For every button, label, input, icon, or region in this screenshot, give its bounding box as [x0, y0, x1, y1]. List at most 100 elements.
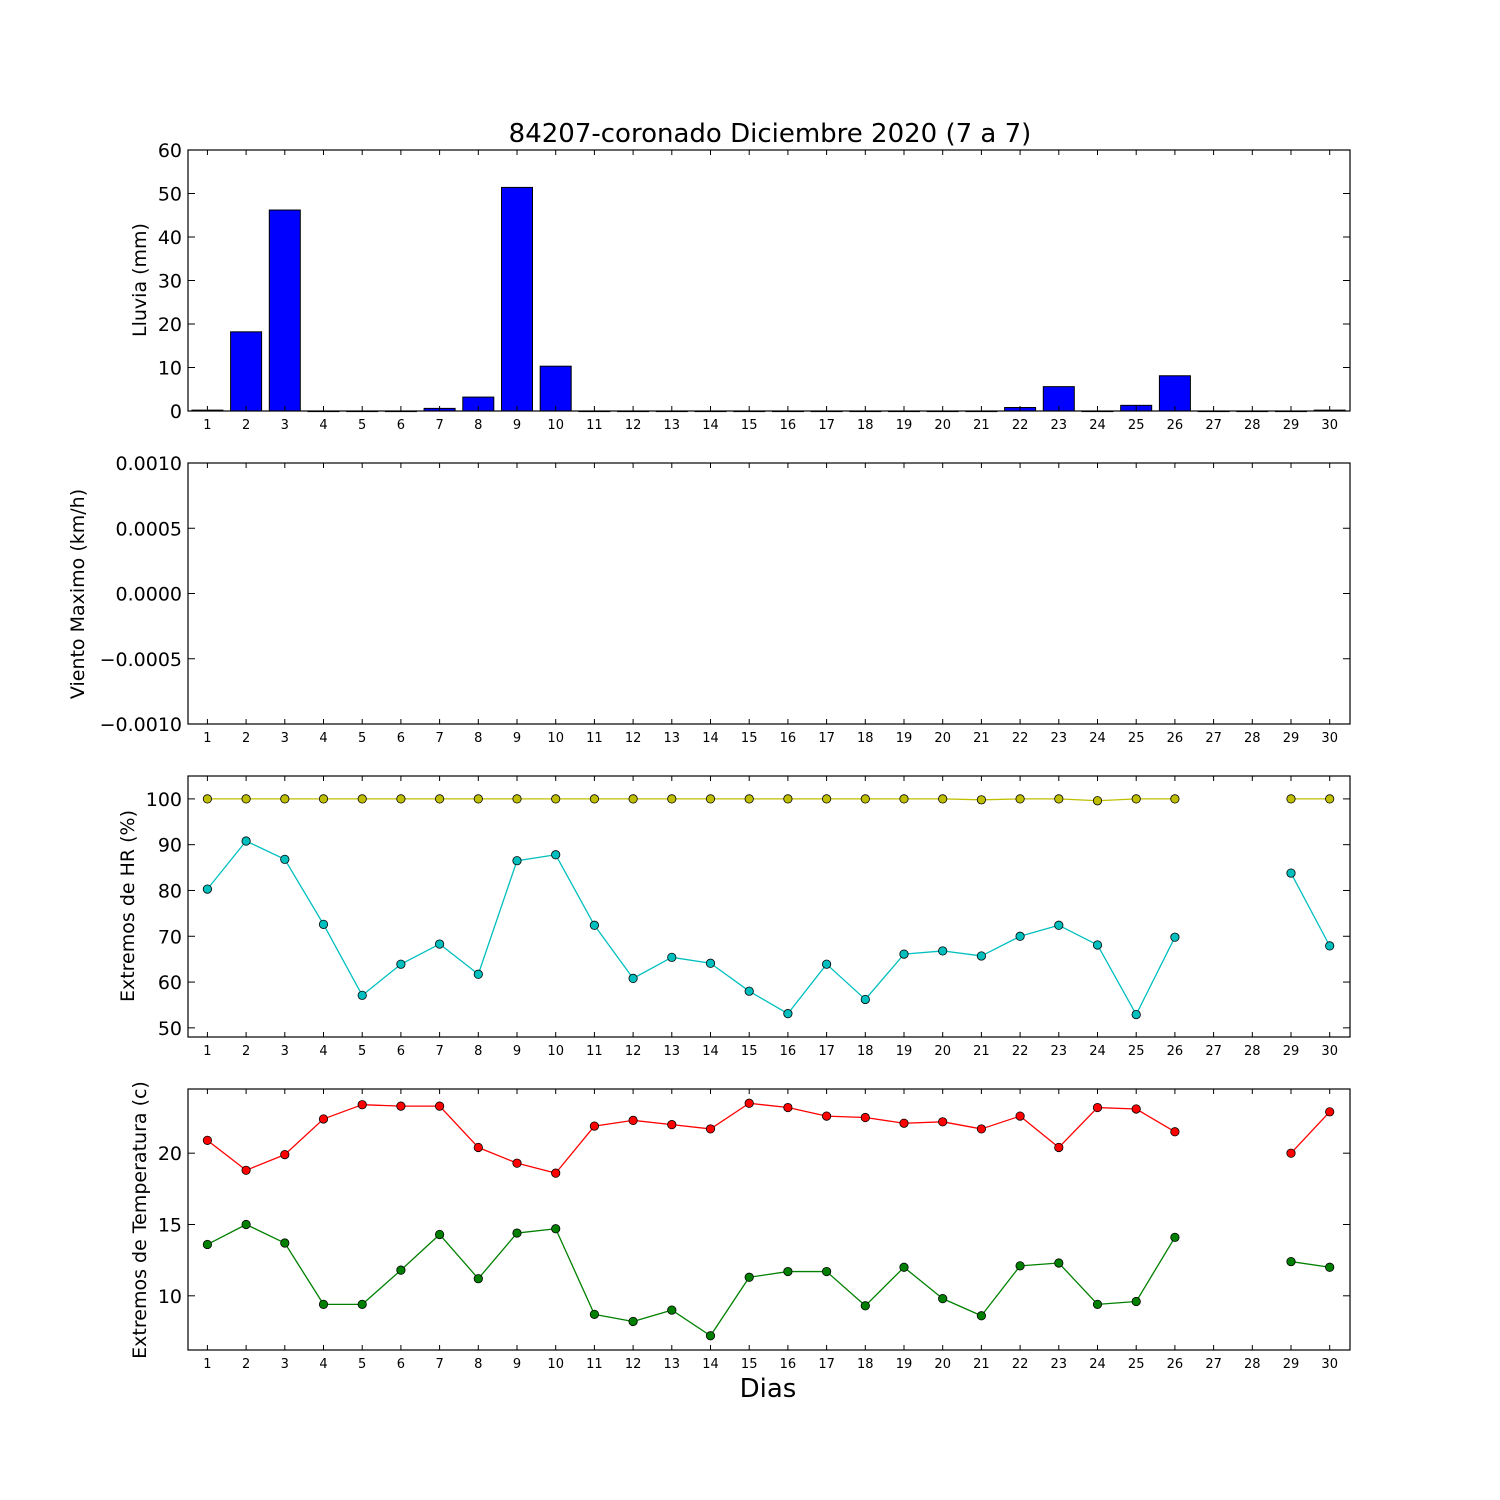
- data-point: [318, 1299, 329, 1309]
- series-line-segment: [1135, 1108, 1176, 1133]
- series-line-segment: [903, 950, 943, 955]
- data-point: [899, 1262, 909, 1272]
- x-tick-label: 18: [857, 731, 874, 746]
- data-point: [1170, 1232, 1180, 1242]
- data-point: [1054, 1258, 1064, 1268]
- panel-temperatura: 1 2 3 4 5 6 7 8 9 10 11 12 13 14 15 16 17 18 19 20 21 22 23 24 2…: [129, 1081, 1351, 1372]
- data-point: [1015, 1261, 1025, 1271]
- data-point: [860, 794, 870, 804]
- series-line-segment: [1290, 1260, 1330, 1268]
- series-line-segment: [207, 1223, 247, 1246]
- y-tick-label: 50: [158, 1018, 182, 1040]
- data-point: [473, 1274, 483, 1284]
- data-point: [551, 850, 561, 860]
- data-point: [667, 1305, 677, 1315]
- x-tick-label: 8: [474, 1357, 482, 1372]
- x-tick-label: 17: [818, 1044, 835, 1059]
- series-line-segment: [478, 1146, 518, 1164]
- series-line-segment: [516, 1162, 556, 1174]
- series-line-segment: [322, 924, 363, 996]
- data-point: [589, 920, 600, 930]
- data-point: [1170, 932, 1180, 942]
- series-line-segment: [477, 860, 518, 975]
- x-tick-label: 24: [1089, 731, 1106, 746]
- data-point: [705, 1331, 716, 1341]
- x-tick-label: 5: [358, 731, 366, 746]
- data-point: [744, 1272, 754, 1282]
- data-point: [1286, 1256, 1296, 1267]
- series-line-segment: [1019, 1115, 1060, 1148]
- series-line-segment: [942, 1121, 982, 1130]
- x-tick-label: 1: [203, 1357, 211, 1372]
- data-point: [241, 794, 251, 804]
- series-line-segment: [400, 943, 440, 965]
- data-point: [241, 1165, 251, 1175]
- data-point: [744, 1098, 754, 1108]
- series-line-segment: [671, 1309, 711, 1337]
- data-point: [628, 794, 638, 804]
- x-tick-label: 12: [625, 731, 642, 746]
- data-point: [551, 1168, 561, 1178]
- x-tick-label: 1: [203, 731, 211, 746]
- data-point: [589, 794, 600, 804]
- data-point: [241, 836, 251, 846]
- x-tick-label: 25: [1128, 731, 1145, 746]
- data-point: [783, 1009, 793, 1019]
- x-tick-label: 4: [319, 731, 327, 746]
- y-tick-label: 10: [158, 358, 182, 380]
- series-line-segment: [749, 1270, 788, 1278]
- data-point: [1131, 794, 1141, 804]
- x-tick-label: 16: [780, 418, 797, 433]
- series-line-segment: [1019, 924, 1059, 937]
- y-tick-label: 50: [158, 184, 182, 206]
- x-tick-label: 16: [780, 1357, 797, 1372]
- series-line-segment: [1135, 936, 1176, 1015]
- y-tick-label: 100: [146, 789, 182, 811]
- series-line-segment: [477, 1232, 518, 1280]
- series-line-segment: [826, 963, 866, 1000]
- data-point: [473, 969, 483, 979]
- data-point: [1131, 1296, 1141, 1307]
- data-point: [434, 794, 445, 804]
- data-point: [1015, 1111, 1025, 1121]
- axes-frame: [187, 1088, 1351, 1351]
- x-tick-label: 21: [973, 1044, 990, 1059]
- x-tick-label: 7: [435, 731, 443, 746]
- y-tick-label: 20: [158, 314, 182, 336]
- x-tick-label: 24: [1089, 1044, 1106, 1059]
- series-line-segment: [361, 1269, 402, 1305]
- data-point: [744, 986, 754, 996]
- data-point: [1286, 868, 1296, 878]
- x-tick-label: 29: [1283, 1357, 1300, 1372]
- data-point: [938, 794, 948, 804]
- x-tick-label: 20: [934, 731, 951, 746]
- data-point: [821, 1266, 832, 1277]
- series-line-segment: [865, 1116, 905, 1124]
- x-tick-label: 7: [435, 418, 443, 433]
- series-line-segment: [981, 798, 1021, 801]
- series-line-segment: [284, 1118, 324, 1156]
- x-tick-label: 14: [702, 1044, 719, 1059]
- data-point: [396, 1101, 406, 1111]
- axes-frame: [187, 775, 1351, 1038]
- rain-bar: [539, 365, 572, 412]
- data-point: [1015, 931, 1025, 941]
- x-tick-label: 1: [203, 418, 211, 433]
- x-tick-label: 7: [435, 1357, 443, 1372]
- x-tick-label: 25: [1128, 1044, 1145, 1059]
- x-tick-label: 17: [818, 1357, 835, 1372]
- series-line-segment: [633, 1119, 672, 1126]
- x-tick-label: 10: [547, 418, 564, 433]
- data-point: [280, 794, 290, 804]
- x-tick-label: 4: [319, 1044, 327, 1059]
- series-line-segment: [632, 1309, 672, 1323]
- x-tick-label: 20: [934, 1357, 951, 1372]
- y-tick-label: 70: [158, 926, 182, 948]
- x-tick-label: 19: [896, 731, 913, 746]
- data-point: [1054, 794, 1064, 804]
- x-tick-label: 13: [664, 1357, 681, 1372]
- y-tick-label: 60: [158, 140, 182, 162]
- x-tick-label: 27: [1205, 418, 1222, 433]
- x-tick-label: 26: [1167, 1044, 1184, 1059]
- data-point: [473, 794, 483, 804]
